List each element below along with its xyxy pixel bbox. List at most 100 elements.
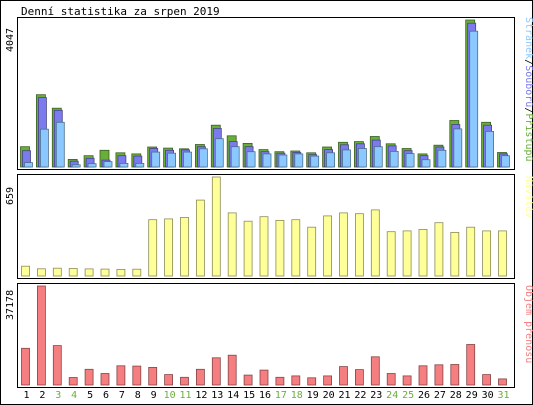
bar-Návštěv-day-9 — [148, 219, 158, 277]
x-label-day-6: 6 — [103, 390, 109, 401]
bars-hits-files-pages — [20, 19, 510, 168]
legend-item-Přístupů: Přístupů — [523, 113, 533, 161]
bar-Objem přenosu-day-28 — [450, 364, 460, 386]
bar-Návštěv-day-7 — [116, 268, 126, 277]
bar-Objem přenosu-day-19 — [307, 377, 317, 386]
bar-Stránek-day-27 — [437, 149, 447, 168]
x-label-day-7: 7 — [119, 390, 125, 401]
bar-Návštěv-day-15 — [243, 220, 253, 277]
x-label-day-31: 31 — [497, 390, 509, 401]
ymax-label-middle: 659 — [5, 187, 16, 205]
bar-Stránek-day-29 — [469, 30, 479, 168]
bar-Objem přenosu-day-31 — [498, 378, 507, 386]
bars-transfer — [21, 285, 507, 386]
x-label-day-22: 22 — [354, 390, 366, 401]
ymax-label-bottom: 37178 — [5, 290, 16, 320]
bar-Stránek-day-28 — [453, 128, 463, 168]
bar-Objem přenosu-day-27 — [434, 364, 444, 386]
bar-Stránek-day-2 — [40, 128, 49, 168]
x-label-day-25: 25 — [402, 390, 414, 401]
bar-Stránek-day-5 — [87, 163, 97, 168]
bar-Stránek-day-3 — [55, 121, 65, 168]
x-label-day-4: 4 — [71, 390, 77, 401]
bar-Objem přenosu-day-21 — [339, 366, 348, 386]
x-label-day-30: 30 — [482, 390, 494, 401]
x-label-day-12: 12 — [195, 390, 207, 401]
x-label-day-23: 23 — [370, 390, 382, 401]
bar-Objem přenosu-day-26 — [418, 365, 428, 386]
bar-Návštěv-day-5 — [84, 268, 94, 277]
bar-Stránek-day-12 — [198, 148, 208, 168]
bar-Objem přenosu-day-29 — [466, 344, 476, 386]
bar-Objem přenosu-day-18 — [291, 375, 301, 386]
bar-Objem přenosu-day-1 — [21, 347, 30, 386]
bar-Stránek-day-31 — [501, 155, 510, 168]
x-label-day-3: 3 — [55, 390, 61, 401]
legend-item-Souborů: Souborů — [523, 65, 533, 107]
bar-Návštěv-day-27 — [434, 222, 444, 277]
legend-separator: / — [523, 59, 533, 65]
x-label-day-26: 26 — [418, 390, 430, 401]
bars-visits — [21, 176, 507, 277]
legend-middle: Návštěv — [523, 176, 533, 218]
bar-Stránek-day-26 — [421, 159, 431, 168]
bar-Objem přenosu-day-7 — [116, 365, 126, 386]
bar-Návštěv-day-11 — [180, 216, 189, 277]
legend-item-Návštěv: Návštěv — [523, 176, 533, 218]
bar-Stránek-day-18 — [294, 153, 304, 168]
x-label-day-24: 24 — [386, 390, 398, 401]
bar-Objem přenosu-day-12 — [195, 368, 205, 386]
bar-Návštěv-day-16 — [259, 216, 269, 277]
x-label-day-29: 29 — [466, 390, 478, 401]
bar-Objem přenosu-day-13 — [211, 357, 221, 386]
x-label-day-19: 19 — [307, 390, 319, 401]
x-label-day-9: 9 — [151, 390, 157, 401]
bar-Objem přenosu-day-30 — [482, 374, 492, 386]
bar-Návštěv-day-10 — [164, 218, 174, 277]
bar-Stránek-day-30 — [485, 130, 495, 168]
bar-Objem přenosu-day-24 — [386, 373, 396, 386]
bar-Návštěv-day-17 — [275, 219, 285, 277]
bar-Objem přenosu-day-15 — [243, 374, 253, 386]
bar-Objem přenosu-day-4 — [68, 377, 78, 386]
bar-Návštěv-day-12 — [195, 199, 205, 277]
bar-Stránek-day-22 — [357, 148, 367, 168]
x-axis-day-labels: 1 2 3 4 5 6 7 8 9 10 11 12 13 14 15 16 17 18 19 20 21 22 23 24 2… — [23, 390, 509, 401]
bar-Stránek-day-8 — [135, 162, 145, 168]
bar-Stránek-day-7 — [119, 162, 129, 168]
bar-Objem přenosu-day-25 — [402, 375, 412, 386]
x-label-day-20: 20 — [323, 390, 335, 401]
legend-text-top: Stránek/Souborů/Přístupů — [523, 17, 533, 162]
bar-Stránek-day-23 — [373, 146, 383, 168]
bar-Objem přenosu-day-5 — [84, 368, 94, 386]
bar-Objem přenosu-day-14 — [227, 354, 237, 386]
legend-top: Stránek/Souborů/Přístupů — [523, 17, 533, 162]
bar-Objem přenosu-day-11 — [180, 376, 189, 386]
bar-Návštěv-day-24 — [386, 231, 396, 277]
bar-Stránek-day-10 — [167, 152, 177, 168]
legend-bottom: Objem přenosu — [523, 285, 533, 363]
x-label-day-11: 11 — [179, 390, 191, 401]
bar-Objem přenosu-day-23 — [370, 356, 380, 386]
bar-Návštěv-day-26 — [418, 228, 428, 277]
bar-Objem přenosu-day-8 — [132, 365, 142, 386]
ymax-label-top: 4047 — [5, 28, 16, 52]
bar-Návštěv-day-6 — [100, 268, 110, 277]
bar-Stránek-day-9 — [151, 151, 161, 168]
bar-Návštěv-day-19 — [307, 226, 317, 277]
legend-item-Objem přenosu: Objem přenosu — [523, 285, 533, 363]
x-label-day-13: 13 — [211, 390, 223, 401]
bar-Návštěv-day-31 — [498, 230, 507, 277]
legend-item-Stránek: Stránek — [523, 17, 533, 59]
x-label-day-17: 17 — [275, 390, 287, 401]
bar-Objem přenosu-day-6 — [100, 373, 110, 386]
bar-Návštěv-day-18 — [291, 219, 301, 277]
bar-Návštěv-day-21 — [339, 212, 348, 277]
x-label-day-18: 18 — [291, 390, 303, 401]
x-label-day-2: 2 — [39, 390, 45, 401]
bar-Stránek-day-15 — [246, 151, 256, 168]
bar-Stránek-day-21 — [342, 149, 351, 168]
bar-Návštěv-day-28 — [450, 231, 460, 277]
bar-Stránek-day-20 — [326, 152, 336, 168]
